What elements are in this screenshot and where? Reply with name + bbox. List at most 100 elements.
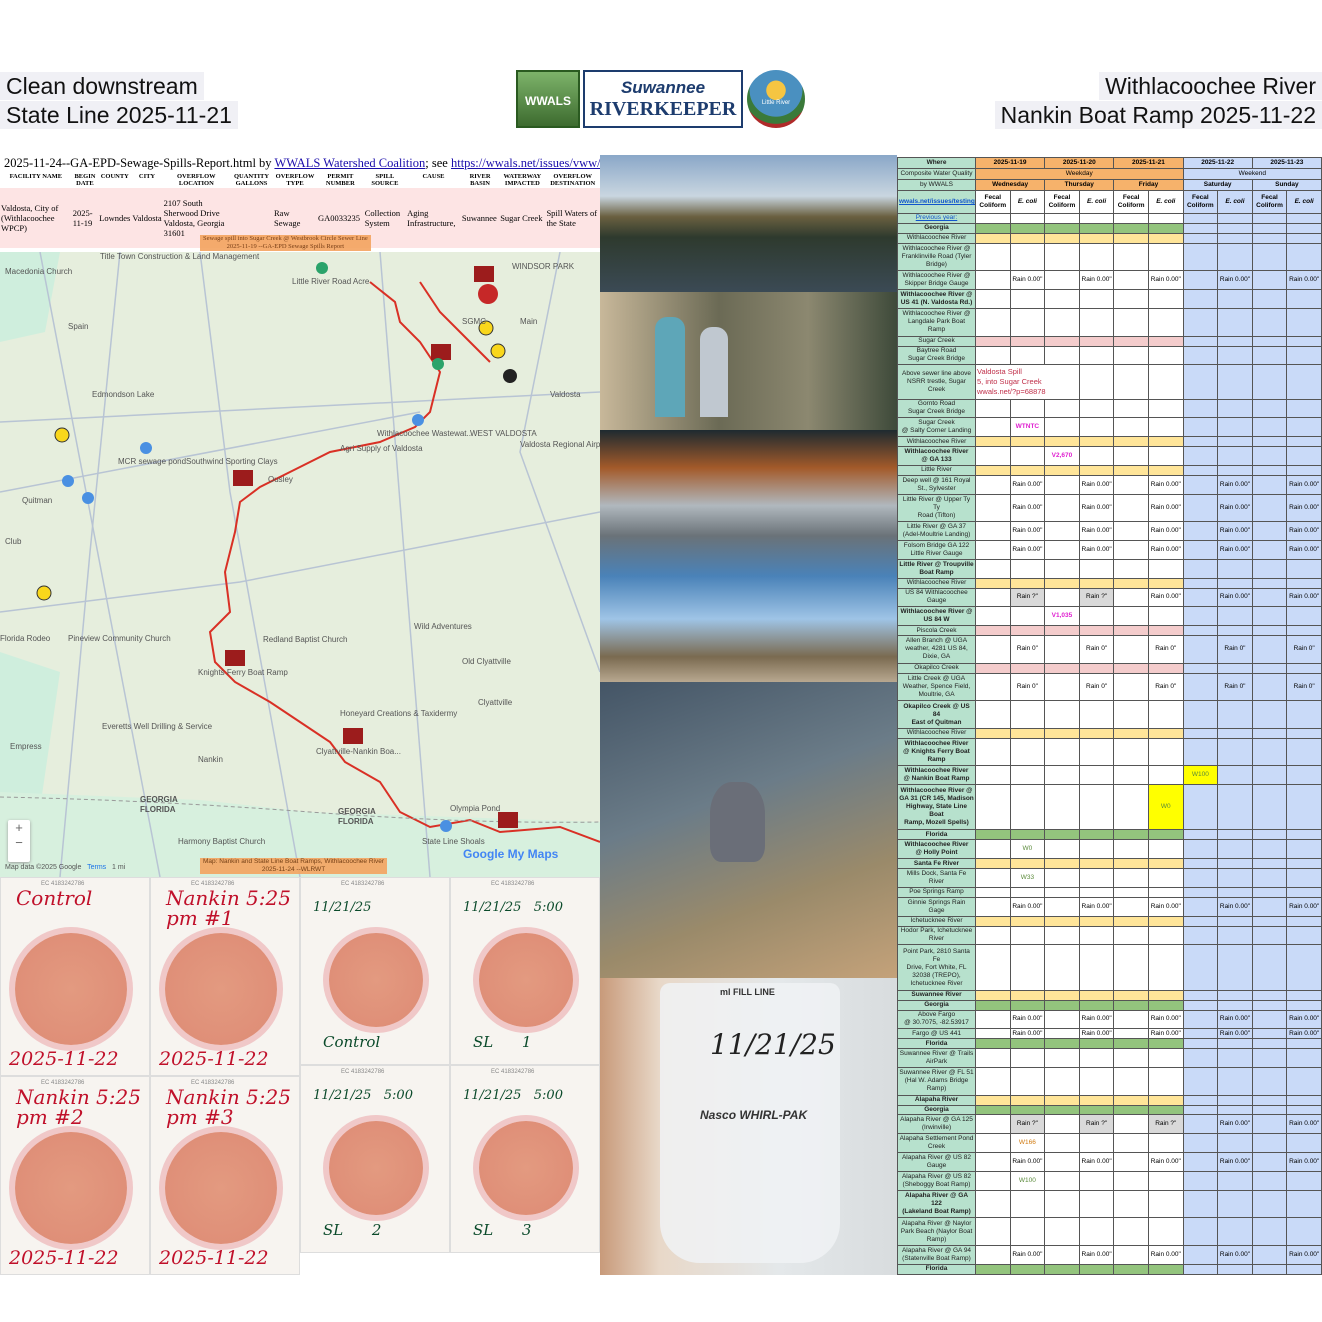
map-label[interactable]: Empress xyxy=(10,742,42,751)
site-label: Withlacoochee River xyxy=(897,577,976,589)
map-label[interactable]: WEST VALDOSTA xyxy=(470,429,537,438)
map-label[interactable]: GEORGIA xyxy=(338,807,376,816)
map-label[interactable]: Club xyxy=(5,537,22,546)
rain-cell: Rain 0" xyxy=(1286,672,1322,702)
wq-cell xyxy=(1217,737,1253,767)
map-label[interactable]: Valdosta Regional Airport xyxy=(520,440,600,449)
wq-cell xyxy=(1113,999,1149,1011)
wq-cell xyxy=(1286,868,1322,888)
wq-cell xyxy=(1182,1104,1219,1116)
zoom-out-button[interactable]: − xyxy=(15,835,23,850)
terms-link[interactable]: Terms xyxy=(87,864,107,871)
map-label[interactable]: Everetts Well Drilling & Service xyxy=(102,722,213,731)
wq-row: Little River xyxy=(897,464,1322,476)
map-label[interactable]: Main xyxy=(520,317,538,326)
map-label[interactable]: WINDSOR PARK xyxy=(512,262,575,271)
rain-cell: Rain 0.00" xyxy=(1009,896,1046,917)
map-label[interactable]: MCR sewage pond xyxy=(118,457,187,466)
map-label[interactable]: Withlacoochee Wastewat... xyxy=(377,429,474,438)
site-label: Fargo @ US 441 xyxy=(897,1028,976,1040)
map-label[interactable]: Ousley xyxy=(268,475,293,484)
previous-year-link[interactable]: Previous year: xyxy=(897,213,976,224)
map-label[interactable]: Pineview Community Church xyxy=(68,634,171,643)
spill-cell: Aging Infrastructure, xyxy=(406,188,461,248)
map-label[interactable]: Edmondson Lake xyxy=(92,390,155,399)
wwals-link[interactable]: WWALS Watershed Coalition xyxy=(274,156,426,170)
map-label[interactable]: Quitman xyxy=(22,496,53,505)
map-label[interactable]: Redland Baptist Church xyxy=(263,635,348,644)
spill-col-header: OVERFLOW DESTINATION xyxy=(550,173,596,187)
map-label[interactable]: State Line Shoals xyxy=(422,837,485,846)
map-label[interactable]: Agri Supply of Valdosta xyxy=(340,444,423,453)
nankin-plate: EC 4183242786 Nankin 5:25 pm #2 2025-11-22 xyxy=(0,1076,150,1275)
riverkeeper-logo-bottom: RIVERKEEPER xyxy=(589,98,737,120)
map-label[interactable]: Title Town Construction & Land Managemen… xyxy=(100,252,260,261)
photo-dog-at-river xyxy=(600,682,897,978)
zoom-in-button[interactable]: + xyxy=(15,820,23,835)
map-label[interactable]: Honeyard Creations & Taxidermy xyxy=(340,709,458,718)
map-label[interactable]: FLORIDA xyxy=(140,805,176,814)
wq-cell xyxy=(1251,915,1288,927)
wq-cell xyxy=(1078,308,1115,337)
rain-cell: Rain 0.00" xyxy=(1217,540,1253,560)
ga-spills-link[interactable]: https://wwals.net/issues/vww/ga-spills xyxy=(450,156,600,170)
result-cell: W33 xyxy=(1009,868,1046,888)
little-river-logo-text: Little River xyxy=(761,100,791,106)
wq-cell xyxy=(1286,1104,1322,1116)
map-label[interactable]: Little River Road Acre xyxy=(292,277,370,286)
map-footer: Map data ©2025 Google Terms 1 mi xyxy=(5,864,125,871)
map-label[interactable]: Florida Rodeo xyxy=(0,634,51,643)
map-label[interactable]: Old Clyattville xyxy=(462,657,511,666)
wq-row: Alapaha River @ GA 94 (Statenville Boat … xyxy=(897,1244,1322,1265)
wq-cell xyxy=(1182,464,1219,476)
map-label[interactable]: FLORIDA xyxy=(338,817,374,826)
testing-link[interactable]: wwals.net/issues/testing/ xyxy=(897,190,976,214)
wq-cell xyxy=(975,1048,1011,1068)
map-label[interactable]: Southwind Sporting Clays xyxy=(186,457,278,466)
map-label[interactable]: Harmony Baptist Church xyxy=(178,837,266,846)
wq-cell xyxy=(1009,915,1046,927)
site-label: Alapaha River @ US 82 (Sheboggy Boat Ram… xyxy=(897,1170,976,1191)
wq-cell xyxy=(1147,625,1184,636)
wq-cell xyxy=(1286,308,1322,337)
stateline-plate: EC 4183242786 11/21/25 Control xyxy=(300,877,450,1065)
wq-cell xyxy=(1044,493,1080,523)
map-label[interactable]: Wild Adventures xyxy=(414,622,472,631)
wq-cell xyxy=(1182,436,1219,448)
spill-caption: Sewage spill into Sugar Creek @ Westbroo… xyxy=(200,235,371,251)
map-label[interactable]: Macedonia Church xyxy=(5,267,73,276)
wq-cell xyxy=(1044,858,1080,870)
wq-cell xyxy=(1113,1263,1149,1276)
date-header: 2025-11-21 xyxy=(1113,157,1184,169)
site-label: Alapaha River @ US 82 Gauge xyxy=(897,1152,976,1172)
map-label[interactable]: Nankin xyxy=(198,755,223,764)
google-my-maps-brand: Google My Maps xyxy=(463,847,559,861)
map-label[interactable]: Valdosta xyxy=(550,390,581,399)
wq-cell xyxy=(1113,1114,1149,1135)
map-label[interactable]: Clyattville xyxy=(478,698,513,707)
map-label[interactable]: Knights Ferry Boat Ramp xyxy=(198,668,288,677)
map-label[interactable]: SGMC xyxy=(462,317,486,326)
wq-cell xyxy=(1182,999,1219,1011)
map-label[interactable]: Olympia Pond xyxy=(450,804,501,813)
google-map[interactable]: Little River Road Acre WINDSOR PARK Macedo… xyxy=(0,252,600,877)
map-label[interactable]: GEORGIA xyxy=(140,795,178,804)
map-florida-area xyxy=(0,792,600,877)
wq-cell xyxy=(1113,1104,1149,1116)
spill-col-header: BEGIN DATE xyxy=(74,173,96,187)
wq-cell xyxy=(1182,915,1219,927)
rain-cell: Rain ?" xyxy=(1078,1114,1115,1135)
map-label[interactable]: Clyattville-Nankin Boa... xyxy=(316,747,401,756)
wq-cell xyxy=(1113,398,1149,419)
spill-note-cell[interactable]: Valdosta Spill 5, into Sugar Creek wwals… xyxy=(975,364,1080,400)
wq-cell xyxy=(975,417,1011,438)
wq-cell xyxy=(1044,1217,1080,1246)
wq-cell xyxy=(1251,493,1288,523)
rain-cell: Rain 0.00" xyxy=(1078,474,1115,495)
wq-cell xyxy=(1044,700,1080,729)
wq-cell xyxy=(1113,896,1149,917)
rain-cell: Rain 0.00" xyxy=(1217,1244,1253,1265)
rain-cell: Rain 0.00" xyxy=(1078,521,1115,541)
map-label[interactable]: Spain xyxy=(68,322,89,331)
wq-cell xyxy=(1044,868,1080,888)
